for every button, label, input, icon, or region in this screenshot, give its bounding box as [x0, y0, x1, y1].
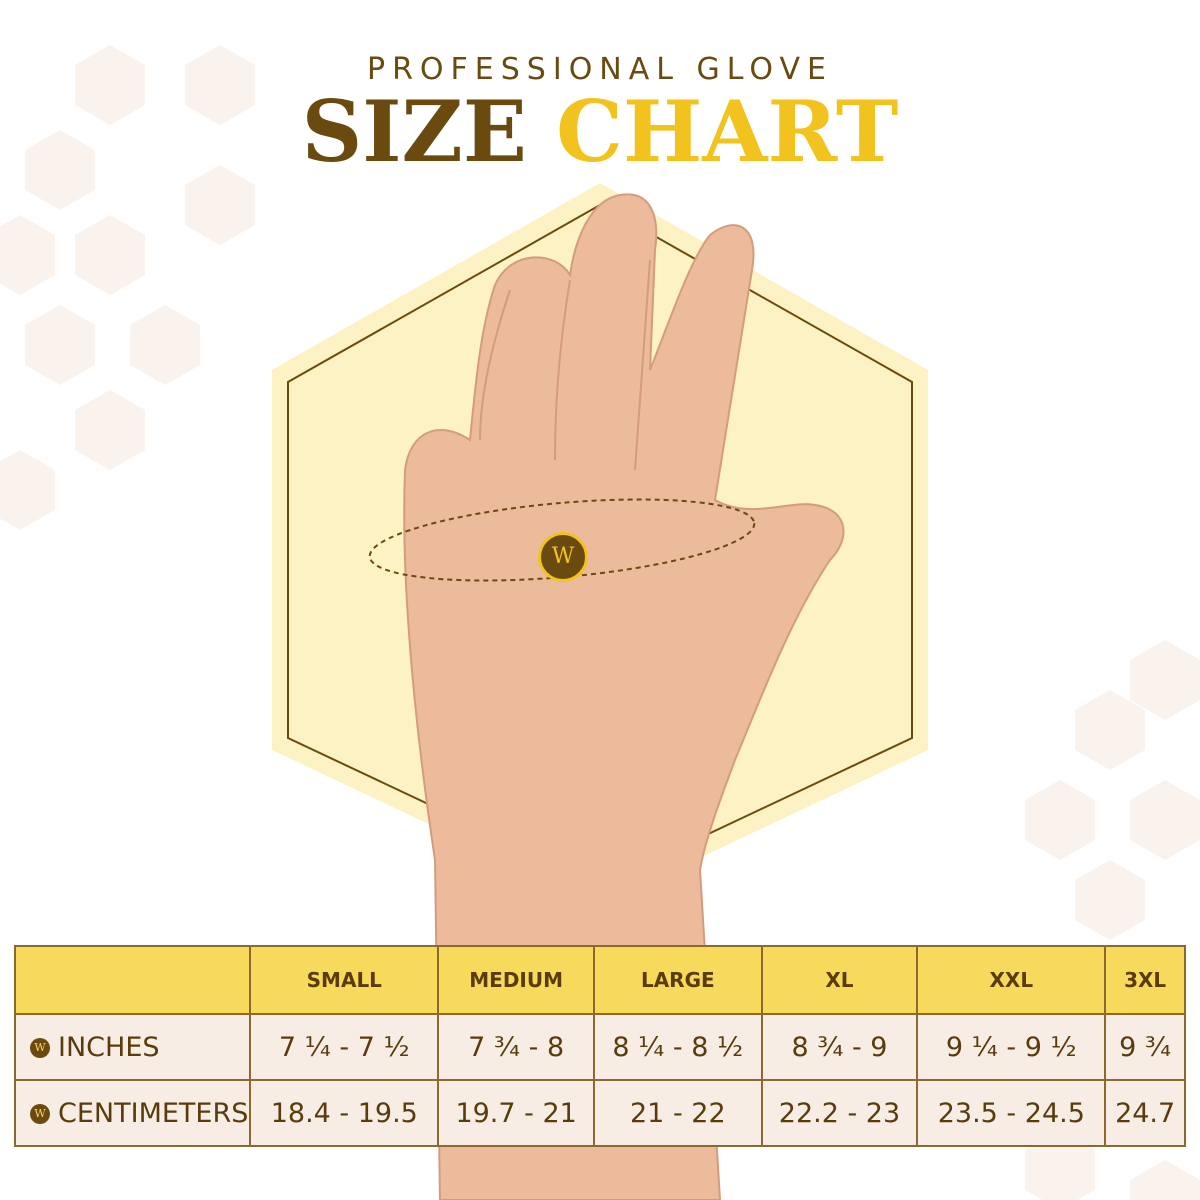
size-cell: 23.5 - 24.5	[916, 1079, 1107, 1147]
size-cell: 9 ¼ - 9 ½	[916, 1013, 1107, 1081]
column-header: XXL	[916, 945, 1107, 1015]
subtitle: PROFESSIONAL GLOVE	[367, 52, 833, 87]
title-dark: SIZE	[301, 82, 527, 181]
bg-hexagons	[0, 45, 1200, 1200]
row-label: INCHES	[58, 1031, 160, 1063]
size-cell: 8 ¾ - 9	[760, 1013, 919, 1081]
row-label-cell: W INCHES	[13, 1013, 252, 1081]
row-label-cell: W CENTIMETERS	[13, 1079, 252, 1147]
size-row: W CENTIMETERS 18.4 - 19.5 19.7 - 21 21 - 22 2…	[13, 1079, 1186, 1147]
column-header: XL	[760, 945, 919, 1015]
center-badge: W	[538, 532, 588, 582]
size-cell: 22.2 - 23	[760, 1079, 919, 1147]
size-table: SMALL MEDIUM LARGE XL XXL 3XL W INCHES 7 ¼ - 7 ½…	[13, 945, 1186, 1147]
header-row: SMALL MEDIUM LARGE XL XXL 3XL	[13, 945, 1186, 1015]
size-cell: 24.7	[1104, 1079, 1186, 1147]
size-cell: 9 ¾	[1104, 1013, 1186, 1081]
corner-cell	[13, 945, 252, 1015]
size-cell: 8 ¼ - 8 ½	[593, 1013, 763, 1081]
column-header: LARGE	[593, 945, 763, 1015]
size-cell: 7 ¾ - 8	[437, 1013, 596, 1081]
column-header: MEDIUM	[437, 945, 596, 1015]
row-badge: W	[30, 1104, 50, 1124]
column-header: SMALL	[249, 945, 440, 1015]
size-cell: 19.7 - 21	[437, 1079, 596, 1147]
size-cell: 21 - 22	[593, 1079, 763, 1147]
row-badge: W	[30, 1038, 50, 1058]
size-cell: 18.4 - 19.5	[249, 1079, 440, 1147]
title-light: CHART	[556, 82, 899, 181]
row-label: CENTIMETERS	[58, 1097, 249, 1129]
title: SIZE CHART	[0, 82, 1200, 181]
column-header: 3XL	[1104, 945, 1186, 1015]
size-cell: 7 ¼ - 7 ½	[249, 1013, 440, 1081]
